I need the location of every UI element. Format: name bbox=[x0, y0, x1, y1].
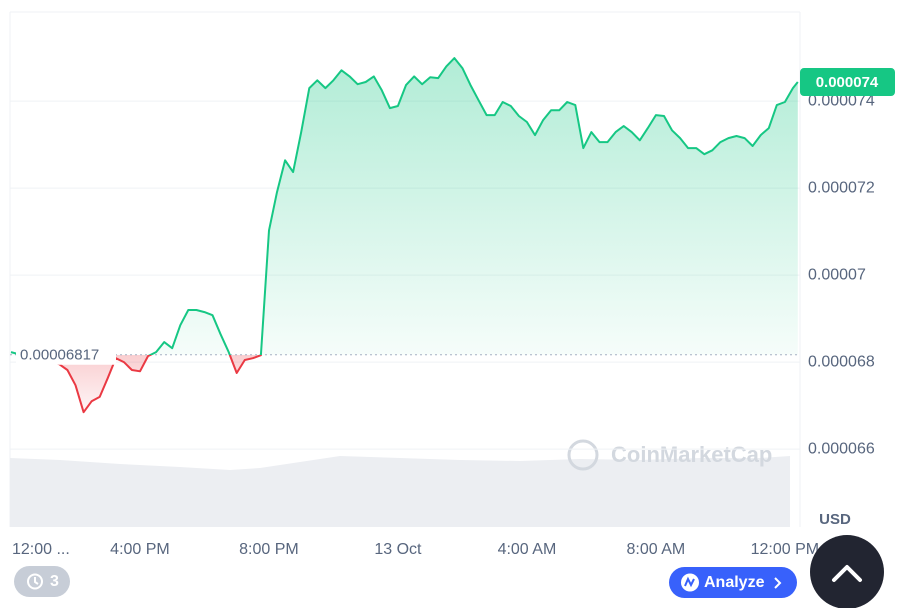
reference-label: 0.00006817 bbox=[20, 347, 99, 364]
price-area bbox=[11, 58, 798, 413]
analyze-chevron bbox=[774, 577, 782, 589]
x-tick-label: 8:00 AM bbox=[627, 541, 686, 558]
y-tick-label: 0.000072 bbox=[808, 179, 875, 196]
analyze-pill[interactable] bbox=[669, 567, 797, 598]
watermark: CoinMarketCap bbox=[567, 439, 772, 471]
scroll-top-button[interactable] bbox=[810, 535, 884, 608]
price-label: 0.000074 bbox=[816, 74, 879, 91]
reference-label-bg bbox=[16, 344, 116, 365]
x-tick-label: 4:00 PM bbox=[110, 541, 170, 558]
x-tick-label: 13 Oct bbox=[374, 541, 422, 558]
history-button[interactable]: 3 bbox=[14, 566, 70, 597]
x-tick-label: 12:00 ... bbox=[12, 541, 70, 558]
history-count: 3 bbox=[50, 573, 59, 590]
history-icon bbox=[27, 573, 43, 590]
y-tick-label: 0.000068 bbox=[808, 353, 875, 370]
volume-area bbox=[10, 456, 790, 527]
plot: 0.000066 0.000068 0.00007 0.000072 0.000074 1… bbox=[10, 57, 895, 558]
x-tick-label: 8:00 PM bbox=[239, 541, 299, 558]
price-line bbox=[10, 57, 799, 414]
x-tick-label: 12:00 PM bbox=[751, 541, 819, 558]
price-label-bg bbox=[800, 68, 895, 97]
analyze-label: Analyze bbox=[704, 574, 765, 591]
watermark-logo bbox=[567, 439, 599, 471]
watermark-text: CoinMarketCap bbox=[611, 442, 772, 467]
analyze-button[interactable]: Analyze bbox=[669, 567, 797, 598]
scroll-top-chevron bbox=[832, 565, 862, 582]
scroll-top-circle[interactable] bbox=[810, 535, 884, 608]
currency-label: USD bbox=[819, 511, 851, 528]
x-tick-label: 4:00 AM bbox=[498, 541, 557, 558]
y-tick-label: 0.000066 bbox=[808, 440, 875, 457]
y-tick-label: 0.00007 bbox=[808, 266, 866, 283]
history-icon-hand bbox=[34, 577, 39, 585]
analyze-icon-mark bbox=[684, 576, 695, 588]
y-tick-label: 0.000074 bbox=[808, 92, 875, 109]
